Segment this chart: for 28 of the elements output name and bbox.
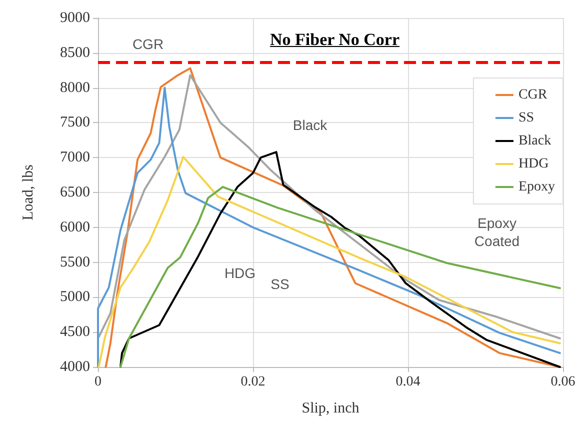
y-tick-label: 7500 xyxy=(60,114,90,131)
y-tick-label: 5500 xyxy=(60,254,90,270)
annotation: SS xyxy=(270,276,290,292)
x-axis-title: Slip, inch xyxy=(302,400,360,416)
legend-label: SS xyxy=(518,110,534,126)
x-tick-label: 0.02 xyxy=(240,374,266,390)
y-axis-title: Load, lbs xyxy=(20,164,36,220)
legend-label: HDG xyxy=(518,156,549,172)
y-tick-label: 6000 xyxy=(60,219,90,236)
x-tick-label: 0.04 xyxy=(396,374,420,390)
x-tick-label: 0 xyxy=(94,374,102,390)
annotation: Epoxy Coated xyxy=(474,215,520,249)
x-tick-label: 0.06 xyxy=(550,374,576,390)
legend-label: Epoxy xyxy=(518,180,556,194)
y-tick-label: 5000 xyxy=(60,289,90,306)
annotation: CGR xyxy=(132,36,164,52)
annotation: Black xyxy=(292,117,328,133)
text: No Fiber No Corr xyxy=(270,30,400,50)
y-tick-label: 4500 xyxy=(60,324,90,340)
y-tick-label: 4000 xyxy=(60,359,90,375)
legend-label: Black xyxy=(518,134,552,148)
y-tick-label: 8000 xyxy=(60,80,90,96)
legend-label: CGR xyxy=(518,88,548,102)
y-tick-label: 9000 xyxy=(60,10,90,26)
annotation: HDG xyxy=(224,265,256,281)
y-tick-label: 7000 xyxy=(60,150,90,166)
y-tick-label: 8500 xyxy=(60,44,90,61)
y-tick-label: 6500 xyxy=(60,184,90,200)
